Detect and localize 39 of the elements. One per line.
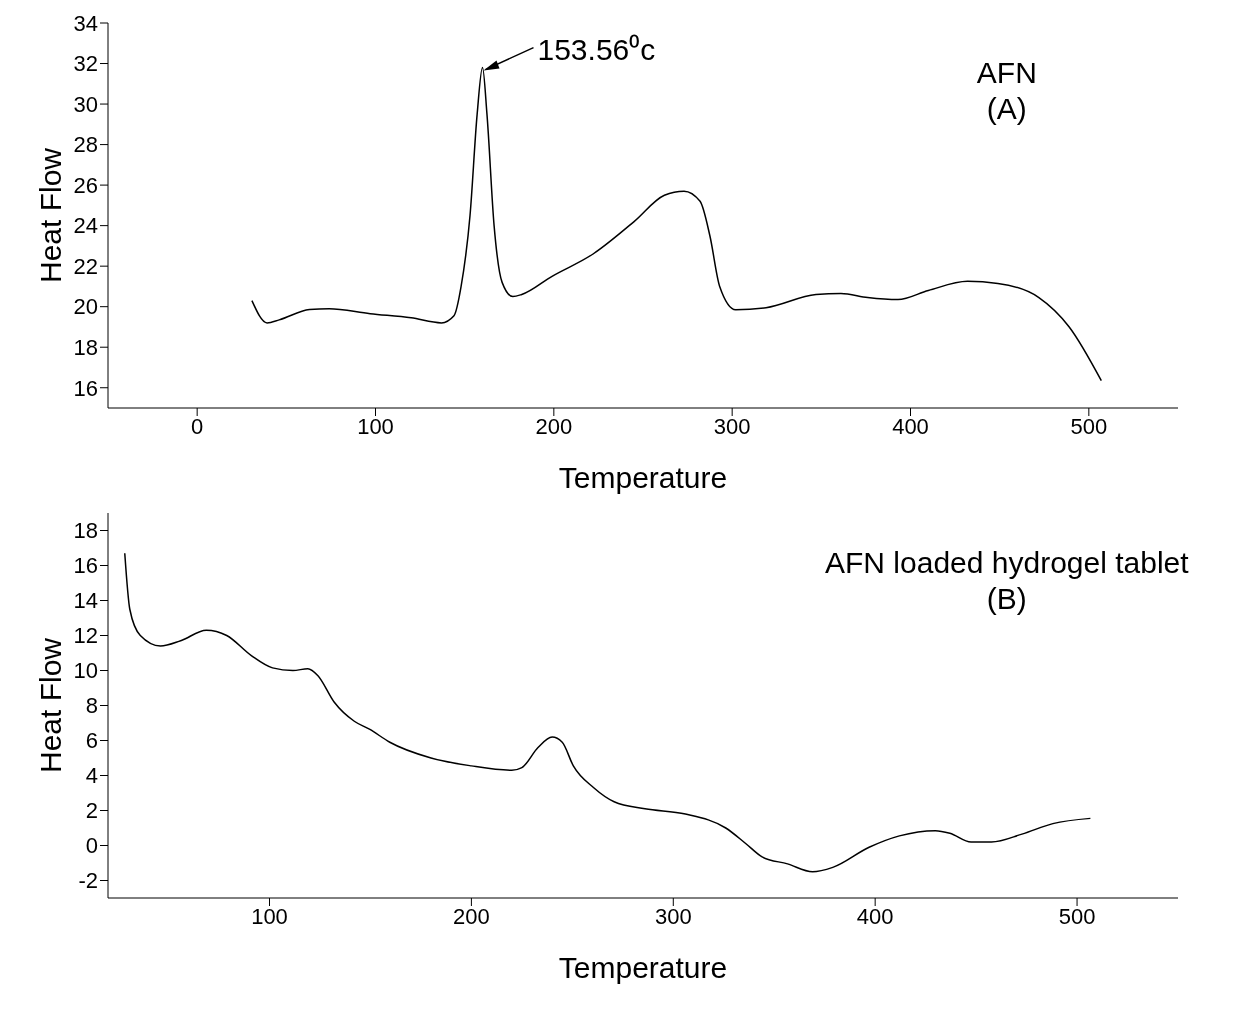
- x-tick-label: 500: [1070, 413, 1108, 439]
- y-tick-label: 30: [73, 91, 98, 117]
- y-tick-label: 6: [85, 728, 98, 754]
- x-tick-label: 400: [892, 413, 929, 439]
- x-tick-label: 300: [713, 413, 751, 439]
- y-axis-title: Heat Flow: [33, 147, 67, 284]
- y-tick-label: 12: [73, 623, 98, 649]
- x-tick-label: 300: [654, 903, 692, 929]
- y-axis-title: Heat Flow: [33, 637, 67, 774]
- y-tick-label: 2: [85, 798, 98, 824]
- y-tick-label: 22: [73, 253, 98, 279]
- x-tick-label: 200: [535, 413, 573, 439]
- annotation: 153.56⁰c: [537, 32, 656, 66]
- x-tick-label: 400: [856, 903, 894, 929]
- y-tick-label: 16: [73, 553, 98, 579]
- x-tick-label: 100: [357, 413, 394, 439]
- y-tick-label: 18: [73, 335, 98, 361]
- y-tick-label: 10: [73, 658, 98, 684]
- y-tick-label: -2: [78, 868, 98, 894]
- x-tick-label: 100: [251, 903, 288, 929]
- y-tick-label: 8: [85, 693, 98, 719]
- annotation: AFN loaded hydrogel tablet (B): [825, 546, 1190, 615]
- y-tick-label: 26: [73, 172, 98, 198]
- y-tick-label: 28: [73, 132, 98, 158]
- y-tick-label: 20: [73, 294, 98, 320]
- y-tick-label: 32: [73, 51, 98, 77]
- x-tick-label: 500: [1058, 903, 1096, 929]
- y-tick-label: 14: [73, 588, 98, 614]
- y-tick-label: 34: [73, 10, 98, 36]
- y-tick-label: 18: [73, 518, 98, 544]
- y-tick-label: 4: [85, 763, 98, 789]
- y-tick-label: 16: [73, 375, 98, 401]
- y-tick-label: 24: [73, 213, 98, 239]
- annotation: AFN (A): [976, 56, 1037, 125]
- x-axis-title: Temperature: [558, 461, 728, 494]
- x-tick-label: 200: [453, 903, 490, 929]
- y-tick-label: 0: [85, 833, 98, 859]
- x-axis-title: Temperature: [558, 951, 728, 984]
- x-tick-label: 0: [191, 413, 204, 439]
